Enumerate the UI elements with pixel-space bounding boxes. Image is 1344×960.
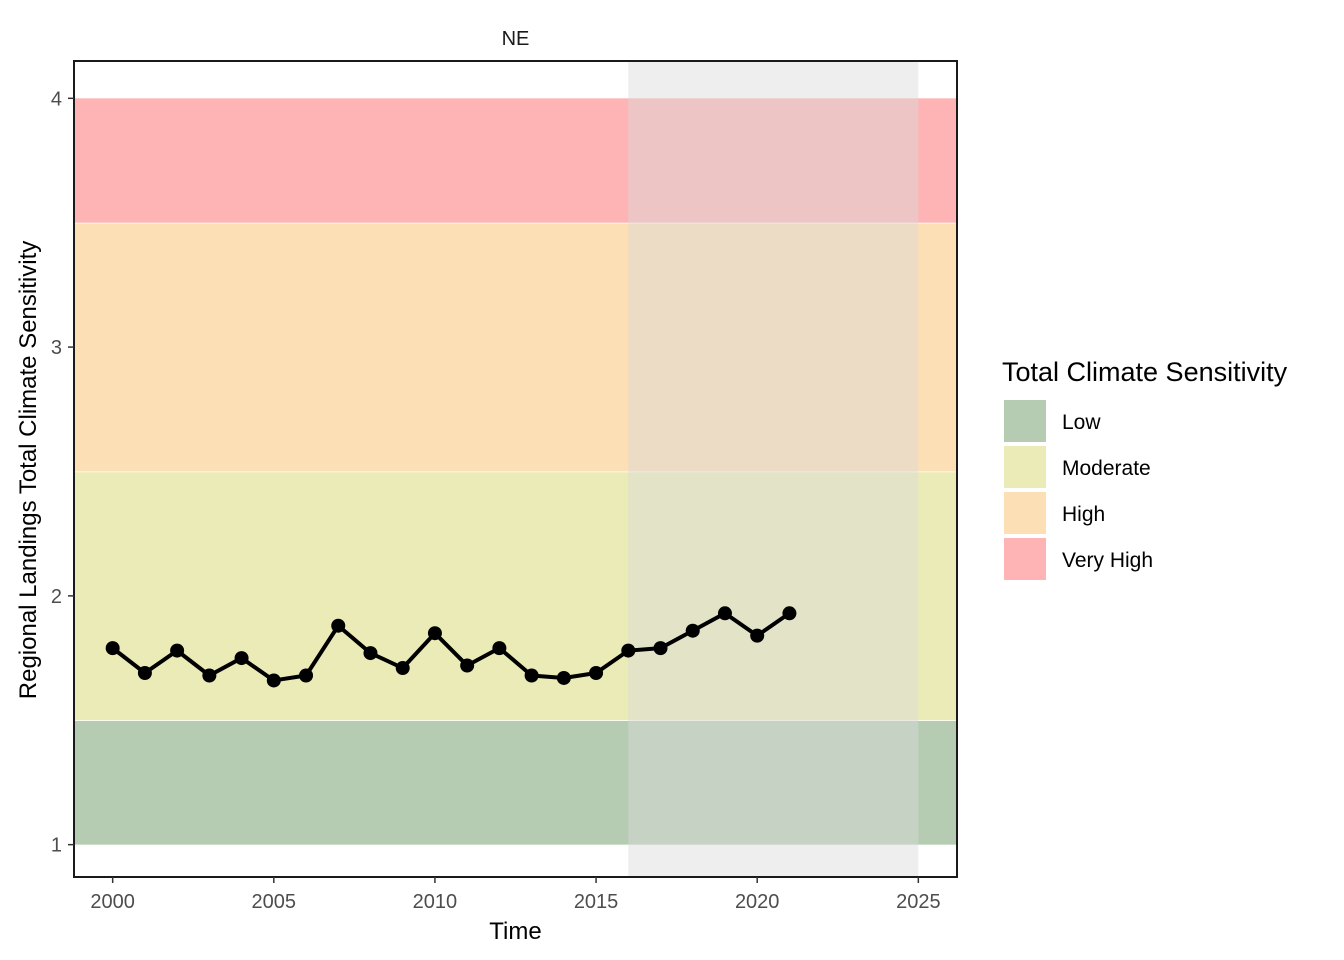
data-point	[202, 668, 217, 683]
shaded-period-rect	[628, 61, 919, 877]
band-low	[74, 720, 957, 845]
x-axis: 2000 2005 2010 2015 2020 2025	[90, 877, 941, 913]
legend-label: Very High	[1062, 549, 1153, 572]
data-point	[299, 668, 314, 683]
legend-title: Total Climate Sensitivity	[1002, 357, 1288, 387]
legend-key-high	[1004, 492, 1046, 534]
data-point	[266, 673, 281, 688]
data-point	[492, 641, 507, 656]
y-axis: 1 2 3 4	[51, 88, 74, 857]
x-tick-label: 2015	[574, 891, 619, 913]
y-tick-label: 2	[51, 586, 62, 608]
data-point	[524, 668, 539, 683]
data-point	[782, 606, 797, 621]
x-tick-label: 2010	[413, 891, 458, 913]
series-points	[105, 606, 797, 688]
legend-key-low	[1004, 400, 1046, 442]
data-point	[717, 606, 732, 621]
data-point	[750, 628, 765, 643]
sensitivity-bands	[74, 98, 957, 845]
y-tick-label: 3	[51, 337, 62, 359]
legend-label: Low	[1062, 411, 1101, 434]
legend-label: High	[1062, 503, 1105, 526]
band-very-high	[74, 98, 957, 223]
data-point	[137, 666, 152, 680]
shaded-period	[628, 61, 919, 877]
data-point	[395, 661, 410, 676]
data-point	[427, 626, 442, 641]
facet-label: NE	[502, 28, 530, 50]
data-point	[234, 651, 249, 666]
data-point	[363, 646, 378, 661]
data-point	[589, 666, 604, 680]
band-moderate	[74, 471, 957, 721]
band-high	[74, 222, 957, 472]
y-axis-title: Regional Landings Total Climate Sensitiv…	[15, 241, 42, 699]
legend: Total Climate Sensitivity Low Moderate Hig…	[1002, 357, 1288, 580]
data-point	[331, 618, 346, 633]
x-axis-title: Time	[489, 918, 541, 945]
x-tick-label: 2020	[735, 891, 780, 913]
series-line	[110, 611, 792, 683]
data-point	[105, 641, 120, 656]
data-point	[170, 643, 185, 658]
data-point	[556, 670, 571, 685]
legend-key-very-high	[1004, 538, 1046, 580]
legend-label: Moderate	[1062, 457, 1151, 480]
x-tick-label: 2005	[252, 891, 297, 913]
y-tick-label: 1	[51, 835, 62, 857]
x-tick-label: 2000	[90, 891, 135, 913]
data-point	[621, 643, 636, 658]
y-tick-label: 4	[51, 88, 62, 110]
data-point	[460, 658, 475, 673]
x-tick-label: 2025	[896, 891, 941, 913]
series-polyline	[110, 611, 792, 683]
legend-key-moderate	[1004, 446, 1046, 488]
data-point	[685, 623, 700, 638]
panel-border	[73, 60, 958, 878]
data-point	[653, 641, 668, 656]
